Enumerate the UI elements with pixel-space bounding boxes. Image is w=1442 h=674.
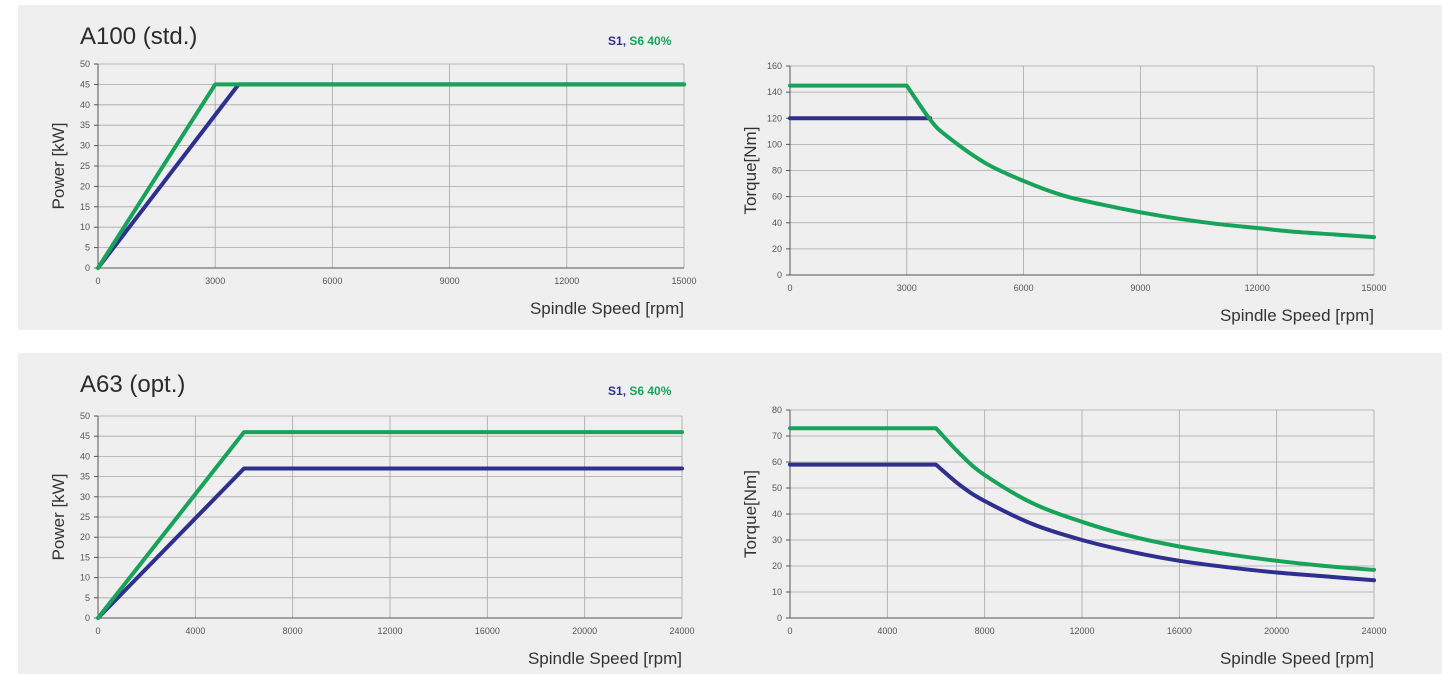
legend-separator: , (622, 384, 627, 398)
panel-title: A100 (std.) (80, 23, 198, 50)
legend-s1: S1 (608, 384, 623, 398)
legend: S1, S6 40% (608, 34, 671, 48)
legend: S1, S6 40% (608, 384, 671, 398)
legend-separator: , (622, 34, 627, 48)
legend-s6: S6 40% (629, 384, 672, 398)
a63-panel: A63 (opt.) S1, S6 40% (18, 353, 1442, 674)
panel-title: A63 (opt.) (80, 371, 186, 398)
legend-s1: S1 (608, 34, 623, 48)
a100-panel: A100 (std.) S1, S6 40% (18, 5, 1442, 330)
legend-s6: S6 40% (629, 34, 672, 48)
